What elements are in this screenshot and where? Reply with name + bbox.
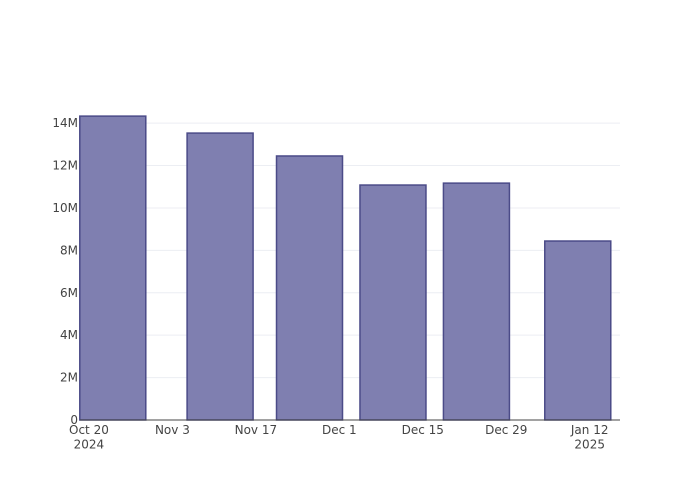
x-tick-label: Nov 17 [235,423,278,437]
y-tick-label: 10M [52,201,78,215]
y-tick-label: 4M [60,328,78,342]
x-tick-label: Oct 20 2024 [69,423,109,451]
x-tick-label: Dec 1 [322,423,357,437]
y-tick-label: 14M [52,116,78,130]
bar [275,155,344,421]
y-tick-label: 2M [60,371,78,385]
y-tick-label: 6M [60,286,78,300]
x-tick-label: Dec 15 [402,423,444,437]
bar [186,132,254,421]
bar [544,240,612,421]
y-tick-label: 0 [70,413,78,427]
bar [79,115,147,421]
x-tick-label: Nov 3 [155,423,190,437]
x-tick-label: Jan 12 2025 [570,423,609,451]
bar [359,184,427,421]
y-tick-label: 12M [52,159,78,173]
bar [442,182,511,421]
x-tick-label: Dec 29 [485,423,527,437]
y-tick-label: 8M [60,243,78,257]
